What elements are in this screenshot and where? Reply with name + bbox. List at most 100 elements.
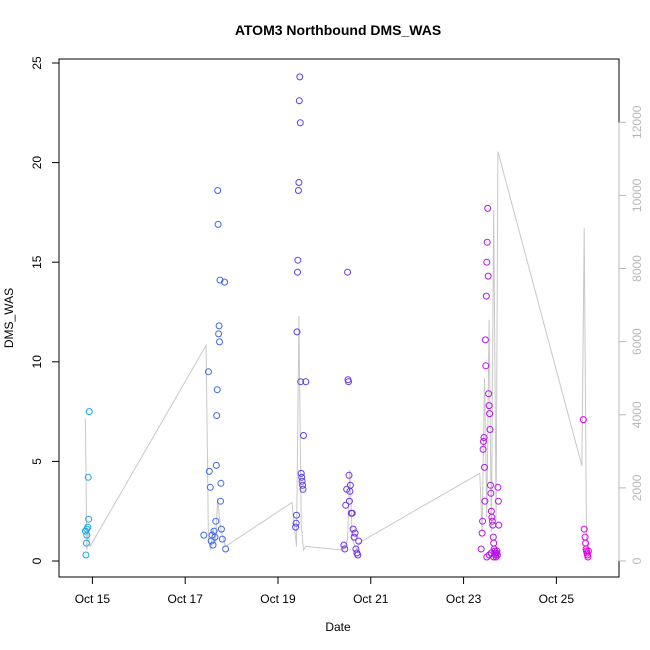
data-point <box>84 473 92 481</box>
data-point <box>349 525 357 533</box>
data-point <box>479 517 487 525</box>
data-point <box>581 533 589 541</box>
data-point <box>213 412 221 420</box>
data-point <box>480 434 488 441</box>
data-point <box>214 220 222 228</box>
data-point <box>487 481 494 489</box>
data-point <box>215 330 223 338</box>
data-point <box>85 408 93 416</box>
data-point <box>82 539 90 547</box>
data-point <box>582 539 590 547</box>
data-point <box>351 529 359 537</box>
data-point <box>300 432 307 439</box>
data-point <box>294 268 301 276</box>
y-axis-label: DMS_WAS <box>2 288 16 348</box>
y2-tick-label: 2000 <box>630 474 644 501</box>
x-tick-label: Oct 25 <box>539 592 575 606</box>
data-point <box>482 292 490 300</box>
data-point <box>483 258 491 266</box>
data-point <box>294 187 302 194</box>
data-point <box>346 481 354 489</box>
data-point <box>354 551 362 559</box>
data-point <box>293 511 300 519</box>
data-point <box>218 535 226 543</box>
y-tick-label: 0 <box>30 557 44 564</box>
data-point <box>82 551 90 559</box>
y-tick-label: 10 <box>30 355 44 369</box>
data-point <box>494 483 502 491</box>
data-point <box>489 521 497 529</box>
data-point <box>217 497 224 505</box>
points-layer <box>81 73 592 561</box>
y-axis-left: 0 5 10 15 20 25 <box>30 56 60 564</box>
data-point <box>488 513 496 521</box>
y2-tick-label: 0 <box>630 557 644 564</box>
data-point <box>298 473 306 481</box>
y-tick-label: 15 <box>30 255 44 269</box>
data-point <box>292 523 300 531</box>
y-axis-right: 0 2000 4000 6000 8000 10000 12000 <box>618 105 644 564</box>
data-point <box>485 402 493 410</box>
data-point <box>213 386 221 394</box>
data-point <box>212 461 220 469</box>
data-point <box>487 489 495 497</box>
data-point <box>84 523 92 531</box>
data-point <box>480 438 487 445</box>
data-point <box>486 426 494 433</box>
data-point <box>482 362 490 370</box>
data-point <box>345 378 352 386</box>
data-point <box>222 545 230 553</box>
x-axis-label: Date <box>325 620 351 634</box>
data-point <box>580 525 588 533</box>
data-point <box>85 515 93 523</box>
data-point <box>494 497 502 505</box>
data-point <box>483 238 491 246</box>
data-point <box>345 497 353 505</box>
data-point <box>481 336 489 344</box>
data-point <box>296 119 304 127</box>
y-tick-label: 25 <box>30 56 44 70</box>
x-tick-label: Oct 23 <box>446 592 482 606</box>
data-point <box>217 525 225 533</box>
x-tick-label: Oct 17 <box>168 592 204 606</box>
data-point <box>487 549 495 557</box>
data-point <box>479 445 487 453</box>
secondary-series-line <box>84 151 589 552</box>
x-tick-label: Oct 19 <box>260 592 296 606</box>
data-point <box>486 410 494 418</box>
data-point <box>484 272 492 280</box>
data-point <box>292 519 300 527</box>
data-point <box>302 378 310 386</box>
data-point <box>355 537 363 545</box>
y-tick-label: 20 <box>30 156 44 170</box>
x-tick-label: Oct 21 <box>353 592 389 606</box>
data-point <box>212 517 220 525</box>
y2-tick-label: 12000 <box>630 105 644 139</box>
data-point <box>299 485 307 493</box>
data-point <box>489 533 497 541</box>
x-axis: Oct 15 Oct 17 Oct 19 Oct 21 Oct 23 Oct 25 <box>75 576 575 606</box>
data-point <box>493 551 501 559</box>
data-point <box>297 469 305 477</box>
data-point <box>352 545 360 553</box>
data-point <box>579 416 587 424</box>
data-point <box>293 328 301 336</box>
data-point <box>345 471 353 479</box>
data-point <box>221 278 229 286</box>
data-point <box>295 179 303 186</box>
secondary-line-layer <box>84 151 589 552</box>
data-point <box>340 541 348 549</box>
data-point <box>490 539 498 547</box>
data-point <box>299 481 307 489</box>
y2-tick-label: 8000 <box>630 255 644 282</box>
data-point <box>485 551 493 559</box>
data-point <box>296 73 304 81</box>
data-point <box>348 509 356 517</box>
data-point <box>205 467 213 475</box>
data-point <box>350 533 358 541</box>
data-point <box>295 97 303 105</box>
data-point <box>483 553 491 561</box>
y2-tick-label: 6000 <box>630 328 644 355</box>
data-point <box>83 531 91 539</box>
data-point <box>204 368 212 376</box>
